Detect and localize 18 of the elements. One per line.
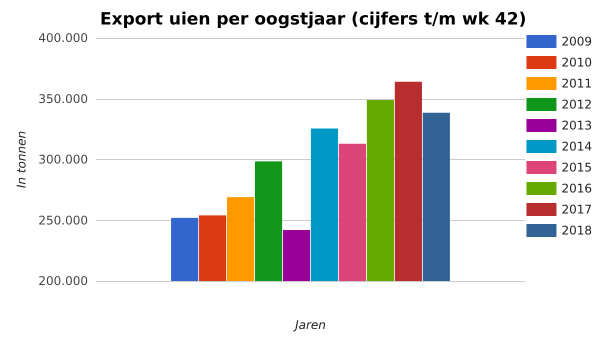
legend-label: 2011	[561, 76, 592, 90]
legend-label: 2017	[561, 202, 592, 216]
y-tick-label: 300.000	[38, 152, 88, 166]
legend-label: 2015	[561, 160, 592, 174]
y-tick-label: 250.000	[38, 213, 88, 228]
legend-label: 2013	[561, 118, 592, 132]
y-axis-title: In tonnen	[14, 130, 28, 188]
legend-label: 2014	[561, 140, 592, 154]
legend-label: 2016	[561, 182, 592, 196]
y-tick-label: 350.000	[38, 92, 88, 106]
legend-label: 2012	[561, 98, 592, 112]
legend-label: 2010	[561, 56, 592, 70]
y-tick-label: 400.000	[38, 31, 88, 45]
legend-label: 2018	[561, 224, 592, 238]
y-tick-label: 200.000	[38, 274, 88, 288]
chart-title: Export uien per oogstjaar (cijfers t/m wk 42)	[100, 10, 526, 30]
legend-label: 2009	[561, 34, 592, 48]
x-axis-title: Jaren	[293, 318, 326, 332]
